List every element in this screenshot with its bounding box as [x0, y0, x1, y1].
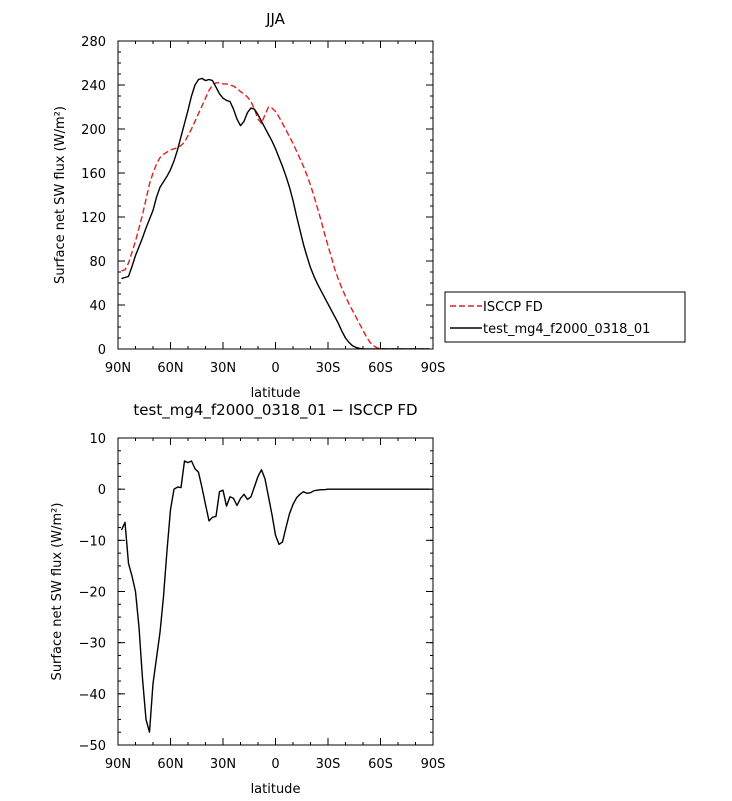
x-tick-label: 60N [157, 757, 183, 772]
x-tick-label: 90N [105, 757, 131, 772]
y-tick-label: 160 [81, 167, 106, 182]
y-tick-label: 80 [89, 255, 106, 270]
y-tick-label: 40 [89, 299, 106, 314]
series-line-0 [120, 460, 430, 733]
series-line-1 [121, 77, 430, 349]
x-tick-label: 90S [421, 361, 446, 376]
y-tick-label: 120 [81, 211, 106, 226]
y-tick-label: 200 [81, 123, 106, 138]
series-line-0 [121, 82, 430, 349]
x-tick-label: 30S [316, 757, 341, 772]
chart-title: test_mg4_f2000_0318_01 − ISCCP FD [133, 401, 417, 420]
x-tick-label: 60N [157, 361, 183, 376]
x-tick-label: 30S [316, 361, 341, 376]
x-tick-label: 90S [421, 757, 446, 772]
y-tick-label: 10 [89, 432, 106, 447]
y-tick-label: −30 [79, 637, 106, 652]
y-tick-label: −40 [79, 688, 106, 703]
x-tick-label: 0 [271, 757, 279, 772]
legend: ISCCP FD test_mg4_f2000_0318_01 [444, 291, 686, 343]
y-axis-title: Surface net SW flux (W/m²) [50, 503, 65, 681]
legend-box [444, 291, 686, 343]
y-tick-label: −50 [79, 739, 106, 754]
x-axis-title: latitude [251, 386, 301, 401]
y-tick-label: 240 [81, 79, 106, 94]
y-tick-label: 0 [98, 343, 106, 358]
x-tick-label: 60S [368, 757, 393, 772]
x-tick-label: 30N [210, 757, 236, 772]
x-tick-label: 60S [368, 361, 393, 376]
legend-label-0: ISCCP FD [483, 300, 543, 315]
x-axis-title: latitude [251, 782, 301, 797]
y-axis-title: Surface net SW flux (W/m²) [53, 106, 68, 284]
x-tick-label: 0 [271, 361, 279, 376]
x-tick-label: 30N [210, 361, 236, 376]
plot-frame [117, 437, 434, 746]
y-tick-label: −10 [79, 534, 106, 549]
y-tick-label: −20 [79, 586, 106, 601]
top-panel: JJA 0 40 80 120 160 200 240 280 90N 60N 30N 0 30S 60S 9… [53, 10, 686, 401]
y-tick-label: 0 [98, 483, 106, 498]
y-tick-label: 280 [81, 35, 106, 50]
plot-frame [117, 40, 434, 350]
chart-title: JJA [265, 10, 286, 28]
bottom-panel: test_mg4_f2000_0318_01 − ISCCP FD −50 −40 −… [50, 401, 445, 797]
x-tick-label: 90N [105, 361, 131, 376]
legend-label-1: test_mg4_f2000_0318_01 [483, 322, 650, 337]
